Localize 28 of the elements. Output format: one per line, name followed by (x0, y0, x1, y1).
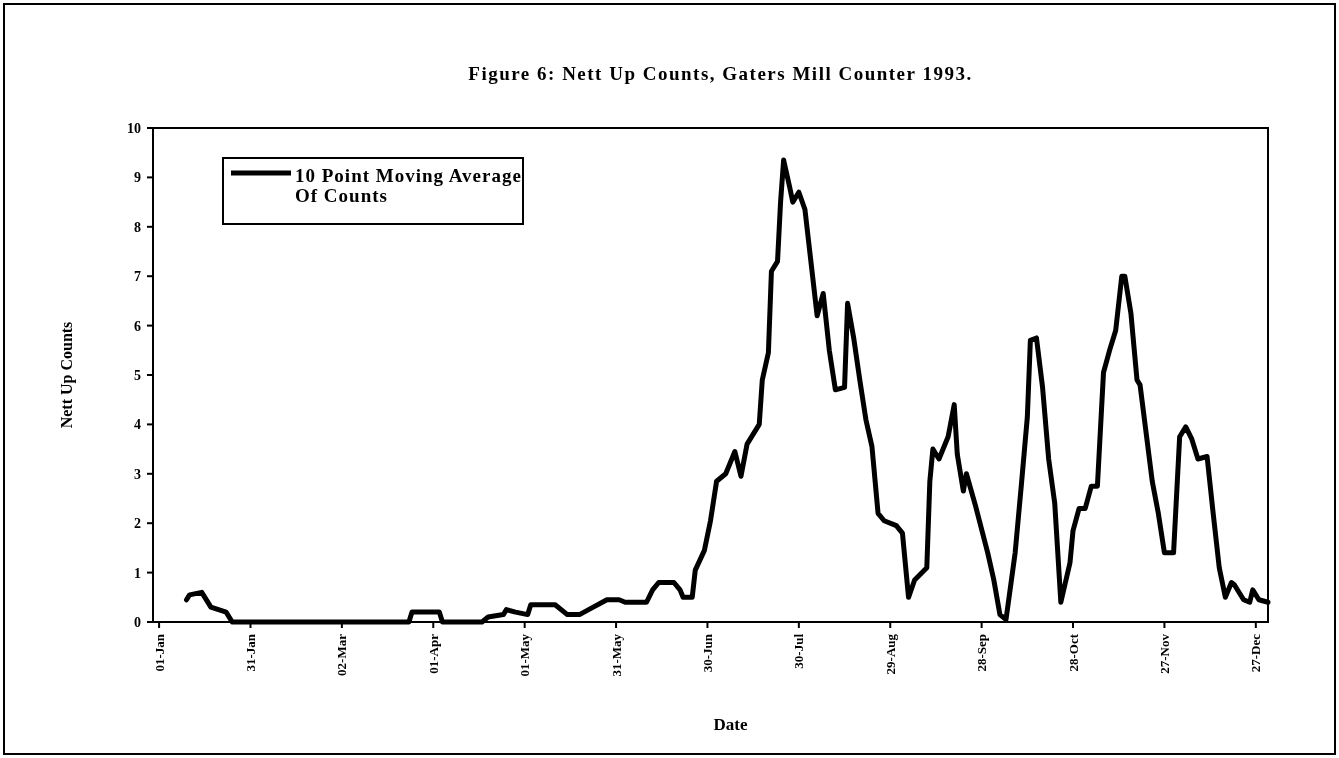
x-tick-label: 27-Dec (1248, 633, 1264, 673)
y-tick-label: 8 (134, 219, 141, 235)
y-tick-label: 6 (134, 318, 141, 334)
x-tick-label: 30-Jun (700, 633, 715, 673)
y-tick-label: 10 (127, 120, 141, 136)
x-tick-label: 01-May (517, 633, 533, 677)
y-tick-label: 7 (134, 269, 141, 285)
x-tick-label: 02-Mar (334, 633, 350, 676)
x-tick-label: 01-Jan (151, 633, 167, 672)
chart-title: Figure 6: Nett Up Counts, Gaters Mill Counter 1993. (468, 63, 973, 84)
y-tick-label: 1 (134, 565, 141, 581)
y-tick-label: 5 (134, 367, 141, 383)
x-tick-label: 28-Sep (974, 634, 990, 672)
x-tick-label: 27-Nov (1156, 633, 1172, 674)
x-tick-label: 31-May (608, 633, 624, 677)
x-tick-label: 01-Apr (425, 633, 441, 674)
x-tick-label: 29-Aug (882, 633, 898, 675)
legend-label: 10 Point Moving Average Of Counts (295, 165, 522, 206)
x-tick-label: 31-Jan (243, 633, 259, 672)
y-tick-label: 9 (134, 170, 141, 186)
y-tick-label: 3 (134, 466, 141, 482)
y-tick-label: 4 (134, 417, 141, 433)
y-axis-title: Nett Up Counts (58, 321, 76, 429)
y-tick-label: 2 (134, 516, 141, 532)
x-tick-label: 28-Oct (1065, 633, 1081, 672)
x-axis-title: Date (713, 715, 748, 734)
y-tick-label: 0 (134, 614, 141, 630)
x-tick-label: 30-Jul (791, 633, 807, 669)
